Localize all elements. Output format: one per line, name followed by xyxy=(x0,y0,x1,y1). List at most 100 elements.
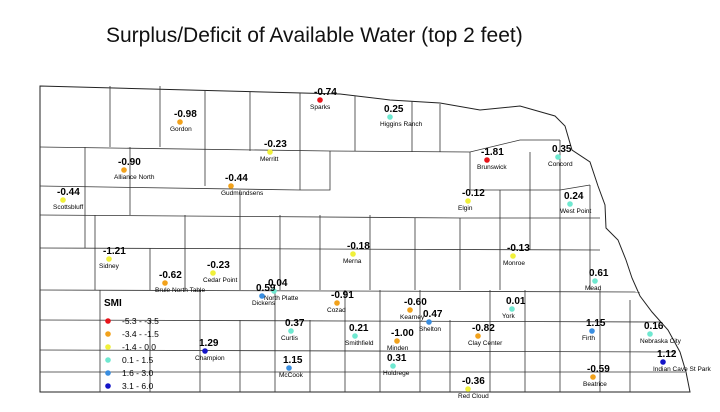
legend-item: 1.6 - 3.0 xyxy=(105,368,153,378)
station-name: Red Cloud xyxy=(458,393,489,400)
legend-item: -1.4 - 0.0 xyxy=(105,342,156,352)
station-brunswick: -1.81 Brunswick xyxy=(477,147,507,171)
station-value: -0.44 xyxy=(57,187,80,198)
station-dot xyxy=(259,293,265,299)
station-name: Holdrege xyxy=(383,370,410,377)
station-name: Brunswick xyxy=(477,164,507,171)
station-cedar-point: -0.23 Cedar Point xyxy=(203,260,238,284)
station-sparks: -0.74 Sparks xyxy=(310,87,337,111)
map-title: Surplus/Deficit of Available Water (top … xyxy=(106,24,523,47)
station-champion: 1.29 Champion xyxy=(195,338,225,362)
station-dot xyxy=(162,280,168,286)
station-dot xyxy=(288,328,294,334)
station-dot xyxy=(509,306,515,312)
smi-legend: SMI -5.3 - -3.5 -3.4 - -1.5 -1.4 - 0.0 0.1 … xyxy=(104,298,159,391)
station-name: North Platte xyxy=(264,295,299,302)
legend-item: 0.1 - 1.5 xyxy=(105,355,153,365)
station-value: -0.74 xyxy=(314,87,337,98)
station-shelton: 0.47 Shelton xyxy=(419,309,443,333)
station-dot xyxy=(465,386,471,392)
station-dot xyxy=(475,333,481,339)
station-value: 0.21 xyxy=(349,323,369,334)
station-monroe: -0.13 Monroe xyxy=(503,243,530,267)
station-value: -0.62 xyxy=(159,270,182,281)
station-value: 0.01 xyxy=(506,296,526,307)
station-value: -0.59 xyxy=(587,364,610,375)
station-west-point: 0.24 West Point xyxy=(560,191,592,215)
station-value: -0.90 xyxy=(118,157,141,168)
station-dot xyxy=(317,97,323,103)
legend-swatch xyxy=(105,344,111,350)
station-dot xyxy=(592,278,598,284)
station-name: Champion xyxy=(195,355,225,362)
station-dot xyxy=(387,114,393,120)
station-value: -0.12 xyxy=(462,188,485,199)
station-smithfield: 0.21 Smithfield xyxy=(345,323,374,347)
station-value: -0.44 xyxy=(225,173,248,184)
station-value: -0.91 xyxy=(331,290,354,301)
station-firth: 1.15 Firth xyxy=(582,318,606,342)
station-dot xyxy=(177,119,183,125)
station-dot xyxy=(350,251,356,257)
station-name: Gordon xyxy=(170,126,192,133)
station-brule-north-table: -0.62 Brule North Table xyxy=(155,270,205,294)
station-scottsbluff: -0.44 Scottsbluff xyxy=(53,187,83,211)
station-name: Cozad xyxy=(327,307,346,314)
station-dot xyxy=(407,307,413,313)
county-lines xyxy=(39,86,685,392)
station-dot xyxy=(510,253,516,259)
station-name: McCook xyxy=(279,372,304,379)
station-value: 1.12 xyxy=(657,349,677,360)
station-value: -0.23 xyxy=(207,260,230,271)
station-name: Minden xyxy=(387,345,409,352)
station-value: -0.18 xyxy=(347,241,370,252)
station-beatrice: -0.59 Beatrice xyxy=(583,364,610,388)
station-value: 0.37 xyxy=(285,318,305,329)
station-value: -0.23 xyxy=(264,139,287,150)
station-mead: 0.61 Mead xyxy=(585,268,609,292)
station-value: -0.13 xyxy=(507,243,530,254)
station-gordon: -0.98 Gordon xyxy=(170,109,197,133)
legend-item: -3.4 - -1.5 xyxy=(105,329,159,339)
station-dot xyxy=(202,348,208,354)
station-name: Alliance North xyxy=(114,174,155,181)
station-name: Dickens xyxy=(252,300,276,307)
station-dot xyxy=(390,363,396,369)
legend-label: -1.4 - 0.0 xyxy=(122,342,156,352)
legend-label: -5.3 - -3.5 xyxy=(122,316,159,326)
station-indian-cave-st-park: 1.12 Indian Cave St Park xyxy=(653,349,712,373)
station-dot xyxy=(660,359,666,365)
station-value: 1.29 xyxy=(199,338,219,349)
legend-swatch xyxy=(105,370,111,376)
station-dot xyxy=(352,333,358,339)
station-value: 0.16 xyxy=(644,321,664,332)
legend-swatch xyxy=(105,318,111,324)
station-york: 0.01 York xyxy=(502,296,526,320)
legend-label: -3.4 - -1.5 xyxy=(122,329,159,339)
legend-label: 1.6 - 3.0 xyxy=(122,368,153,378)
station-dickens: 0.59 Dickens xyxy=(252,283,276,307)
station-curtis: 0.37 Curtis xyxy=(281,318,305,342)
station-dot xyxy=(426,319,432,325)
station-name: Sparks xyxy=(310,104,331,111)
station-name: Concord xyxy=(548,161,573,168)
station-elgin: -0.12 Elgin xyxy=(458,188,485,212)
station-name: Kearney xyxy=(400,314,425,321)
station-dot xyxy=(210,270,216,276)
legend-swatch xyxy=(105,331,111,337)
station-higgins-ranch: 0.25 Higgins Ranch xyxy=(380,104,423,128)
station-red-cloud: -0.36 Red Cloud xyxy=(458,376,489,400)
station-value: -0.60 xyxy=(404,297,427,308)
station-cozad: -0.91 Cozad xyxy=(327,290,354,314)
station-value: 1.15 xyxy=(586,318,606,329)
station-name: Higgins Ranch xyxy=(380,121,423,128)
station-name: Brule North Table xyxy=(155,287,205,294)
station-kearney: -0.60 Kearney xyxy=(400,297,427,321)
station-value: -1.00 xyxy=(391,328,414,339)
station-name: Sidney xyxy=(99,263,120,270)
station-value: 0.59 xyxy=(256,283,276,294)
station-dot xyxy=(647,331,653,337)
station-name: York xyxy=(502,313,516,320)
legend-label: 3.1 - 6.0 xyxy=(122,381,153,391)
